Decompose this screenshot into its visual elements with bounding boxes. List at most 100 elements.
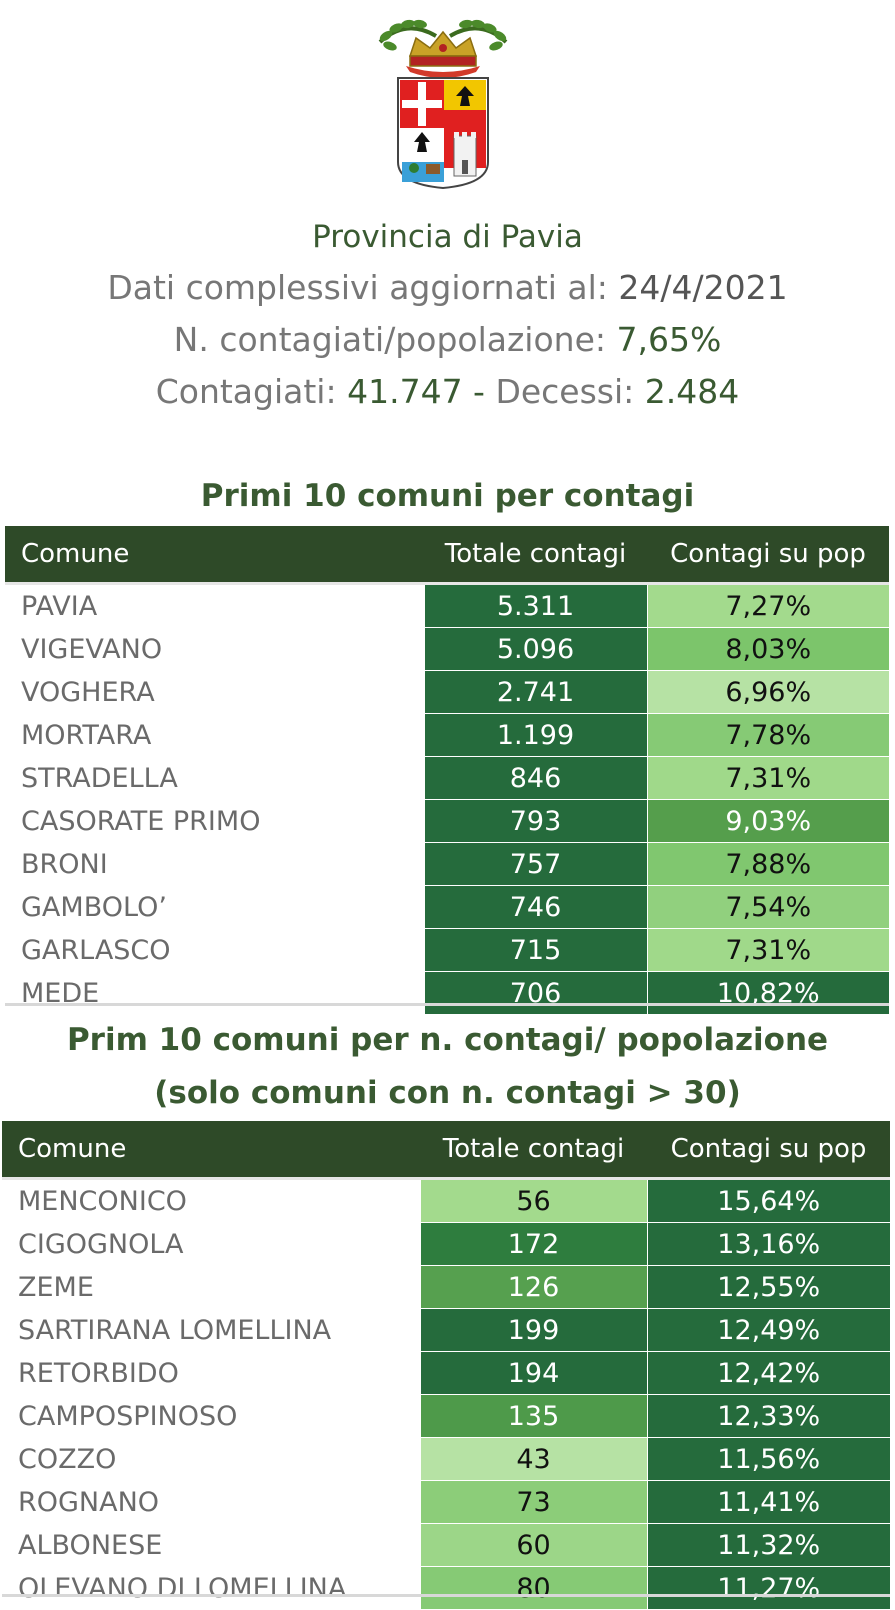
comune-cell: GAMBOLO’ bbox=[5, 885, 424, 929]
table2-header-pop: Contagi su pop bbox=[647, 1121, 890, 1180]
comune-cell: PAVIA bbox=[5, 583, 424, 628]
table-row: CIGOGNOLA 172 13,16% bbox=[2, 1222, 890, 1266]
totale-contagi-cell: 793 bbox=[423, 799, 647, 843]
contagi-su-pop-cell: 10,82% bbox=[646, 971, 889, 1015]
table-row: VIGEVANO 5.096 8,03% bbox=[5, 627, 889, 671]
totals-line: Contagiati: 41.747 - Decessi: 2.484 bbox=[0, 372, 895, 411]
table2-header-row: Comune Totale contagi Contagi su pop bbox=[2, 1121, 890, 1180]
infection-ratio-value: 7,65% bbox=[616, 320, 722, 359]
totale-contagi-cell: 846 bbox=[423, 756, 647, 800]
table2-bottom-rule bbox=[2, 1594, 890, 1597]
contagi-su-pop-cell: 7,88% bbox=[646, 842, 889, 886]
contagi-su-pop-cell: 7,78% bbox=[646, 713, 889, 757]
table1-header-totale: Totale contagi bbox=[424, 526, 647, 585]
table-row: PAVIA 5.311 7,27% bbox=[5, 583, 889, 628]
comune-cell: COZZO bbox=[2, 1437, 420, 1481]
totale-contagi-cell: 43 bbox=[419, 1437, 647, 1481]
update-date-label: Dati complessivi aggiornati al: bbox=[107, 268, 619, 307]
table2-header-totale: Totale contagi bbox=[420, 1121, 647, 1180]
comune-cell: VOGHERA bbox=[5, 670, 424, 714]
totale-contagi-cell: 5.311 bbox=[423, 583, 647, 628]
totale-contagi-cell: 2.741 bbox=[423, 670, 647, 714]
comune-cell: CASORATE PRIMO bbox=[5, 799, 424, 843]
comune-cell: STRADELLA bbox=[5, 756, 424, 800]
table2-body: MENCONICO 56 15,64% CIGOGNOLA 172 13,16% ZEME 1… bbox=[2, 1178, 890, 1610]
top-comuni-by-ratio-table: Comune Totale contagi Contagi su pop MEN… bbox=[2, 1121, 890, 1610]
table-row: GARLASCO 715 7,31% bbox=[5, 928, 889, 972]
table-row: ALBONESE 60 11,32% bbox=[2, 1523, 890, 1567]
coat-of-arms-logo bbox=[378, 19, 508, 190]
table-row: MENCONICO 56 15,64% bbox=[2, 1178, 890, 1223]
infection-ratio-line: N. contagiati/popolazione: 7,65% bbox=[0, 320, 895, 359]
table-row: MEDE 706 10,82% bbox=[5, 971, 889, 1015]
totale-contagi-cell: 126 bbox=[419, 1265, 647, 1309]
contagi-su-pop-cell: 15,64% bbox=[646, 1178, 890, 1223]
deaths-label: Decessi: bbox=[495, 372, 645, 411]
table2-title-line1: Prim 10 comuni per n. contagi/ popolazio… bbox=[66, 1022, 829, 1058]
comune-cell: ROGNANO bbox=[2, 1480, 420, 1524]
table1-header-comune: Comune bbox=[5, 526, 424, 585]
contagi-su-pop-cell: 7,54% bbox=[646, 885, 889, 929]
table-row: MORTARA 1.199 7,78% bbox=[5, 713, 889, 757]
contagi-su-pop-cell: 11,41% bbox=[646, 1480, 890, 1524]
contagi-su-pop-cell: 11,32% bbox=[646, 1523, 890, 1567]
contagi-su-pop-cell: 7,31% bbox=[646, 928, 889, 972]
contagi-su-pop-cell: 13,16% bbox=[646, 1222, 890, 1266]
table1-body: PAVIA 5.311 7,27% VIGEVANO 5.096 8,03% VOGHERA… bbox=[5, 583, 889, 1015]
contagi-su-pop-cell: 9,03% bbox=[646, 799, 889, 843]
table-row: CASORATE PRIMO 793 9,03% bbox=[5, 799, 889, 843]
totale-contagi-cell: 746 bbox=[423, 885, 647, 929]
contagi-su-pop-cell: 7,27% bbox=[646, 583, 889, 628]
table1-header-row: Comune Totale contagi Contagi su pop bbox=[5, 526, 889, 585]
totale-contagi-cell: 80 bbox=[419, 1566, 647, 1610]
totale-contagi-cell: 172 bbox=[419, 1222, 647, 1266]
totale-contagi-cell: 194 bbox=[419, 1351, 647, 1395]
contagi-su-pop-cell: 12,42% bbox=[646, 1351, 890, 1395]
comune-cell: GARLASCO bbox=[5, 928, 424, 972]
contagi-su-pop-cell: 7,31% bbox=[646, 756, 889, 800]
top-comuni-by-cases-table: Comune Totale contagi Contagi su pop PAV… bbox=[5, 526, 889, 1015]
comune-cell: SARTIRANA LOMELLINA bbox=[2, 1308, 420, 1352]
contagi-su-pop-cell: 11,27% bbox=[646, 1566, 890, 1610]
comune-cell: CIGOGNOLA bbox=[2, 1222, 420, 1266]
totals-separator: - bbox=[462, 372, 496, 411]
table-row: RETORBIDO 194 12,42% bbox=[2, 1351, 890, 1395]
infection-ratio-label: N. contagiati/popolazione: bbox=[173, 320, 617, 359]
comune-cell: BRONI bbox=[5, 842, 424, 886]
comune-cell: OLEVANO DI LOMELLINA bbox=[2, 1566, 420, 1610]
table-row: GAMBOLO’ 746 7,54% bbox=[5, 885, 889, 929]
contagi-su-pop-cell: 6,96% bbox=[646, 670, 889, 714]
table1-bottom-rule bbox=[5, 1003, 889, 1006]
page-title: Provincia di Pavia bbox=[312, 219, 583, 255]
comune-cell: MORTARA bbox=[5, 713, 424, 757]
totale-contagi-cell: 60 bbox=[419, 1523, 647, 1567]
table-row: VOGHERA 2.741 6,96% bbox=[5, 670, 889, 714]
table-row: BRONI 757 7,88% bbox=[5, 842, 889, 886]
totale-contagi-cell: 199 bbox=[419, 1308, 647, 1352]
deaths-value: 2.484 bbox=[644, 372, 740, 411]
totale-contagi-cell: 1.199 bbox=[423, 713, 647, 757]
table-row: ROGNANO 73 11,41% bbox=[2, 1480, 890, 1524]
contagi-su-pop-cell: 12,55% bbox=[646, 1265, 890, 1309]
totale-contagi-cell: 706 bbox=[423, 971, 647, 1015]
table2-title-line2: (solo comuni con n. contagi > 30) bbox=[154, 1075, 741, 1111]
table-row: OLEVANO DI LOMELLINA 80 11,27% bbox=[2, 1566, 890, 1610]
infected-value: 41.747 bbox=[347, 372, 463, 411]
update-date-line: Dati complessivi aggiornati al: 24/4/202… bbox=[0, 268, 895, 307]
comune-cell: VIGEVANO bbox=[5, 627, 424, 671]
totale-contagi-cell: 56 bbox=[419, 1178, 647, 1223]
contagi-su-pop-cell: 12,33% bbox=[646, 1394, 890, 1438]
table-row: ZEME 126 12,55% bbox=[2, 1265, 890, 1309]
comune-cell: MENCONICO bbox=[2, 1178, 420, 1223]
table-row: STRADELLA 846 7,31% bbox=[5, 756, 889, 800]
comune-cell: ALBONESE bbox=[2, 1523, 420, 1567]
comune-cell: CAMPOSPINOSO bbox=[2, 1394, 420, 1438]
totale-contagi-cell: 73 bbox=[419, 1480, 647, 1524]
table-row: COZZO 43 11,56% bbox=[2, 1437, 890, 1481]
table2-header-comune: Comune bbox=[2, 1121, 420, 1180]
totale-contagi-cell: 135 bbox=[419, 1394, 647, 1438]
table1-header-pop: Contagi su pop bbox=[647, 526, 889, 585]
infected-label: Contagiati: bbox=[155, 372, 348, 411]
contagi-su-pop-cell: 8,03% bbox=[646, 627, 889, 671]
table1-title: Primi 10 comuni per contagi bbox=[200, 478, 695, 514]
